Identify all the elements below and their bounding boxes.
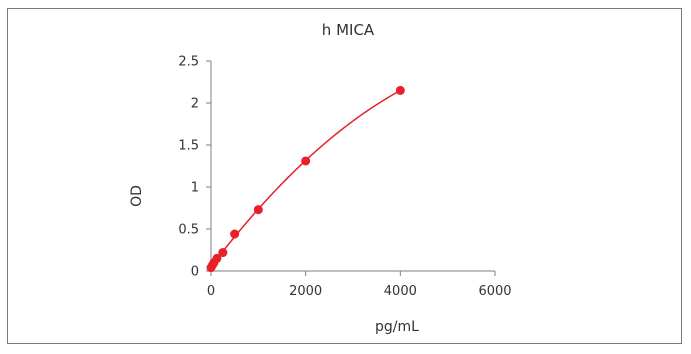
y-tick-label: 0 [191,265,199,280]
y-axis-title: OD [129,185,145,207]
y-tick-label: 1.5 [178,139,199,154]
y-tick-label: 2.5 [178,55,199,70]
chart-frame: h MICA 0 0.5 1 1.5 2 2.5 0 2000 4000 6000 OD pg/… [7,8,682,344]
data-point [212,253,222,263]
data-point [230,229,240,239]
x-axis-title: pg/mL [375,319,419,335]
x-tick-label: 6000 [478,284,511,299]
x-axis: 0 2000 4000 6000 [207,270,512,299]
y-tick-label: 2 [191,97,199,112]
y-axis: 0 0.5 1 1.5 2 2.5 [178,55,212,280]
x-tick-label: 4000 [384,284,417,299]
chart-title: h MICA [322,21,375,39]
y-tick-label: 1 [191,181,199,196]
data-point [253,205,263,215]
y-tick-label: 0.5 [178,223,199,238]
series-layer [206,85,405,273]
x-tick-label: 2000 [289,284,322,299]
data-point [301,156,311,166]
x-tick-label: 0 [207,284,215,299]
chart-svg: h MICA 0 0.5 1 1.5 2 2.5 0 2000 4000 6000 OD pg/… [129,21,512,335]
data-point [395,85,405,95]
trend-curve [210,89,401,268]
data-point [218,248,228,258]
